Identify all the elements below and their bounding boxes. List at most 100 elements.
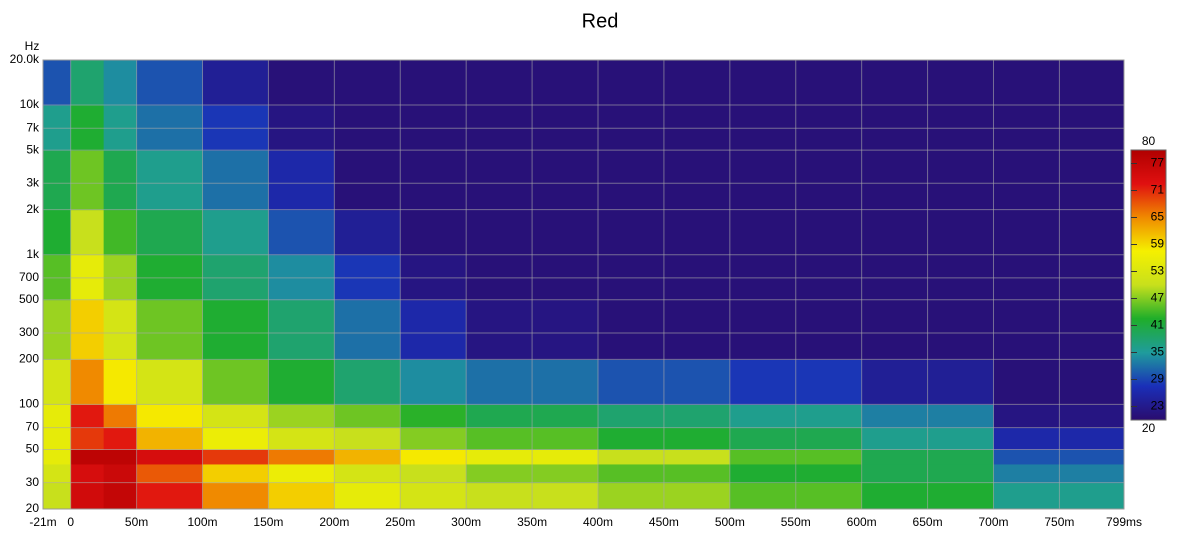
heatmap-cell xyxy=(136,449,204,465)
heatmap-cell xyxy=(43,449,72,465)
heatmap-cell xyxy=(136,150,204,211)
heatmap-cell xyxy=(334,359,401,405)
heatmap-cell xyxy=(400,150,467,211)
heatmap-cell xyxy=(136,299,204,360)
heatmap-cell xyxy=(268,299,335,360)
heatmap-cell xyxy=(268,427,335,450)
heatmap-cell xyxy=(400,449,467,465)
heatmap-cell xyxy=(202,463,269,484)
x-tick-label: 550m xyxy=(781,515,811,529)
heatmap-cell xyxy=(400,299,467,360)
x-tick-label: 350m xyxy=(517,515,547,529)
y-tick-label: 50 xyxy=(26,442,40,456)
heatmap-cell xyxy=(103,150,138,211)
y-tick-label: 1k xyxy=(26,247,40,261)
colorbar xyxy=(1130,149,1167,421)
heatmap-cell xyxy=(43,150,72,211)
heatmap-cell xyxy=(334,209,401,256)
y-tick-label: 2k xyxy=(26,202,40,216)
heatmap-cell xyxy=(334,150,401,211)
x-tick-label: 450m xyxy=(649,515,679,529)
colorbar-tick-label: 53 xyxy=(1151,264,1165,278)
heatmap-cell xyxy=(70,299,105,360)
heatmap-cell xyxy=(43,299,72,360)
heatmap-cell xyxy=(268,150,335,211)
heatmap-cell xyxy=(70,359,105,405)
y-axis-label: Hz xyxy=(25,39,40,53)
x-tick-label: 150m xyxy=(253,515,283,529)
x-tick-label: 250m xyxy=(385,515,415,529)
x-tick-label: 799ms xyxy=(1106,515,1142,529)
heatmap-cell xyxy=(268,463,335,484)
heatmap-cell xyxy=(334,404,401,429)
x-tick-label: 750m xyxy=(1044,515,1074,529)
heatmap-cell xyxy=(103,449,138,465)
x-tick-label: 700m xyxy=(978,515,1008,529)
heatmap-cell xyxy=(136,404,204,429)
heatmap-cell xyxy=(136,427,204,450)
y-tick-label: 200 xyxy=(19,352,39,366)
heatmap-cell xyxy=(334,427,401,450)
heatmap-cell xyxy=(400,359,467,405)
x-tick-label: 200m xyxy=(319,515,349,529)
heatmap-cell xyxy=(43,463,72,484)
x-tick-label: 400m xyxy=(583,515,613,529)
heatmap-cell xyxy=(334,299,401,360)
y-tick-label: 70 xyxy=(26,420,40,434)
x-tick-label: 0 xyxy=(67,515,74,529)
heatmap-cell xyxy=(136,209,204,256)
x-tick-label: 300m xyxy=(451,515,481,529)
x-tick-label: 50m xyxy=(125,515,148,529)
heatmap-cell xyxy=(103,60,138,106)
heatmap-cell xyxy=(70,449,105,465)
y-tick-label: 20.0k xyxy=(10,52,40,66)
heatmap-cell xyxy=(136,463,204,484)
heatmap-cell xyxy=(202,150,269,211)
heatmap-cell xyxy=(268,482,335,510)
heatmap-cell xyxy=(70,482,105,510)
heatmap-cell xyxy=(70,150,105,211)
y-tick-label: 30 xyxy=(26,475,40,489)
heatmap-cell xyxy=(400,209,467,256)
heatmap-cell xyxy=(103,482,138,510)
colorbar-max-label: 80 xyxy=(1142,134,1156,148)
heatmap-cell xyxy=(400,60,467,106)
heatmap-cell xyxy=(334,482,401,510)
heatmap-cell xyxy=(202,404,269,429)
colorbar-tick-label: 29 xyxy=(1151,372,1165,386)
heatmap-cell xyxy=(43,359,72,405)
heatmap-cell xyxy=(268,404,335,429)
heatmap-cell xyxy=(202,209,269,256)
colorbar-tick-label: 35 xyxy=(1151,345,1165,359)
x-tick-label: -21m xyxy=(29,515,56,529)
heatmap-cell xyxy=(400,482,467,510)
heatmap-cell xyxy=(334,60,401,106)
heatmap-cell xyxy=(43,427,72,450)
heatmap-cell xyxy=(103,209,138,256)
heatmap-cell xyxy=(334,463,401,484)
heatmap-cell xyxy=(268,209,335,256)
heatmap-cell xyxy=(103,427,138,450)
y-tick-label: 3k xyxy=(26,175,40,189)
y-tick-label: 100 xyxy=(19,397,39,411)
colorbar-tick-label: 59 xyxy=(1151,237,1165,251)
plot-frame xyxy=(42,59,1125,510)
heatmap-cell xyxy=(268,359,335,405)
y-tick-label: 5k xyxy=(26,142,40,156)
y-tick-label: 300 xyxy=(19,325,39,339)
heatmap-cell xyxy=(136,482,204,510)
heatmap-cell xyxy=(136,359,204,405)
heatmap-cell xyxy=(103,359,138,405)
heatmap-cell xyxy=(400,404,467,429)
heatmap-cell xyxy=(400,427,467,450)
heatmap-cell xyxy=(400,463,467,484)
y-tick-label: 500 xyxy=(19,292,39,306)
heatmap-cell xyxy=(202,427,269,450)
heatmap-cell xyxy=(103,463,138,484)
heatmap-cell xyxy=(268,449,335,465)
heatmap-cell xyxy=(70,427,105,450)
colorbar-tick-label: 41 xyxy=(1151,318,1165,332)
heatmap-cell xyxy=(202,299,269,360)
heatmap-cell xyxy=(43,209,72,256)
heatmap-cell xyxy=(136,60,204,106)
